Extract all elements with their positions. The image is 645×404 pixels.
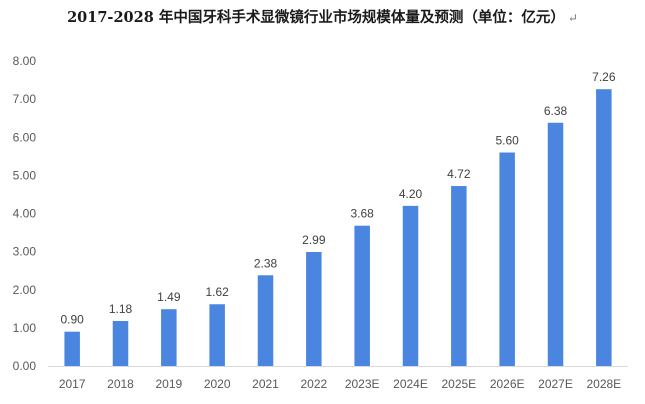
bar-value-label: 2.38 — [254, 256, 278, 270]
bar-value-label: 5.60 — [495, 134, 519, 148]
x-axis-ticks: 2017 2018 2019 2020 2021 2022 2023E 2024E 2025E 2… — [59, 377, 621, 391]
bar-value-label: 3.68 — [350, 207, 374, 221]
bar — [596, 89, 612, 367]
bar-value-label: 4.72 — [447, 167, 471, 181]
y-axis-ticks: 0.00 1.00 2.00 3.00 4.00 5.00 6.00 7.00 8.00 — [13, 54, 37, 373]
x-tick-label: 2019 — [155, 377, 182, 391]
y-tick-label: 5.00 — [13, 168, 37, 182]
bar — [112, 321, 129, 366]
x-tick-label: 2028E — [586, 377, 621, 391]
bar — [257, 275, 274, 366]
x-tick-label: 2020 — [204, 377, 231, 391]
x-tick-label: 2024E — [393, 377, 428, 391]
bars-group — [64, 89, 612, 367]
x-tick-label: 2017 — [59, 377, 86, 391]
paragraph-return-mark: ↵ — [567, 11, 578, 25]
bar — [354, 225, 370, 366]
y-tick-label: 2.00 — [13, 283, 37, 297]
x-tick-label: 2026E — [490, 377, 525, 391]
y-tick-label: 7.00 — [13, 92, 37, 106]
bar — [499, 152, 515, 366]
bar — [64, 331, 80, 366]
data-labels-group: 0.90 1.18 1.49 1.62 2.38 2.99 3.68 4.20 4.72 5.60… — [60, 70, 615, 326]
bar-value-label: 2.99 — [302, 233, 326, 247]
y-tick-label: 4.00 — [13, 207, 37, 221]
chart-title-row: 2017-2028 年中国牙科手术显微镜行业市场规模体量及预测（单位：亿元） ↵ — [0, 6, 645, 30]
y-tick-label: 8.00 — [13, 54, 37, 68]
bar — [161, 309, 177, 366]
x-tick-label: 2023E — [345, 377, 380, 391]
bar-value-label: 6.38 — [544, 104, 568, 118]
bar — [547, 122, 564, 366]
y-tick-label: 1.00 — [13, 321, 37, 335]
x-tick-label: 2027E — [538, 377, 573, 391]
y-tick-label: 6.00 — [13, 130, 37, 144]
bar — [306, 252, 322, 366]
y-tick-label: 3.00 — [13, 245, 37, 259]
bar-value-label: 1.62 — [205, 285, 229, 299]
x-tick-label: 2018 — [107, 377, 134, 391]
x-tick-label: 2025E — [441, 377, 476, 391]
bar-value-label: 4.20 — [399, 187, 423, 201]
bar-value-label: 1.49 — [157, 290, 181, 304]
bar-value-label: 0.90 — [60, 313, 84, 327]
bar — [402, 205, 419, 366]
bar-value-label: 7.26 — [592, 70, 616, 84]
bar — [451, 186, 467, 366]
bar-value-label: 1.18 — [109, 302, 133, 316]
chart-title: 2017-2028 年中国牙科手术显微镜行业市场规模体量及预测（单位：亿元） — [67, 9, 565, 26]
bar — [209, 304, 225, 366]
y-tick-label: 0.00 — [13, 359, 37, 373]
x-tick-label: 2021 — [252, 377, 279, 391]
x-tick-label: 2022 — [300, 377, 327, 391]
